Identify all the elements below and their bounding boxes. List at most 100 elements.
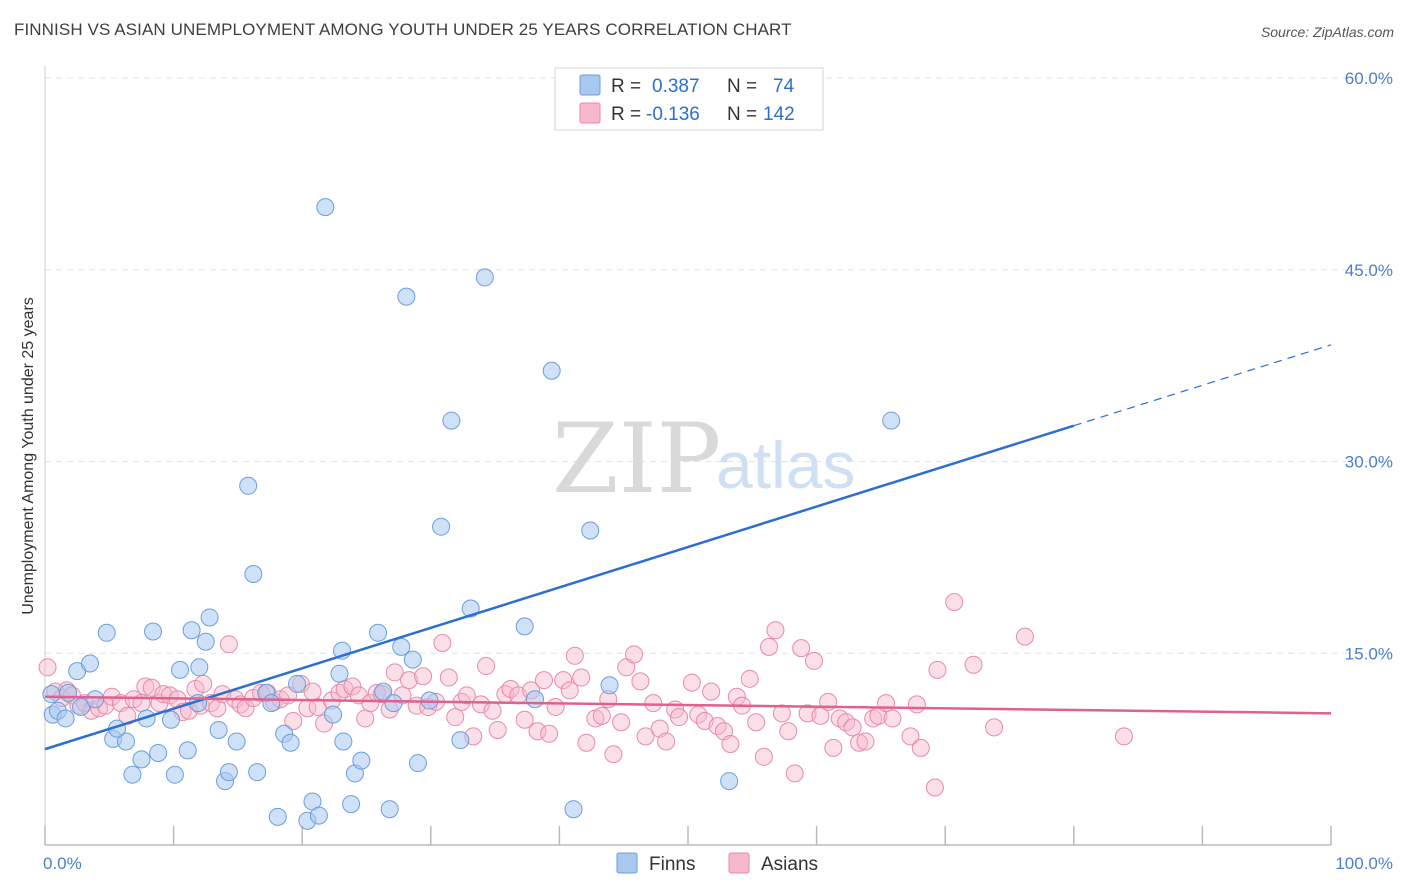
asians-point <box>740 669 759 688</box>
finns-point <box>451 731 470 750</box>
asians-point <box>471 695 490 714</box>
asians-point <box>766 621 785 640</box>
asians-point <box>1114 727 1133 746</box>
asians-point <box>824 738 843 757</box>
asians-point <box>907 695 926 714</box>
finns-point <box>268 807 287 826</box>
asians-point <box>38 658 57 677</box>
stats-legend: R = 0.387 N = 74 R = -0.136 N = 142 <box>554 67 824 131</box>
asians-n-value: 142 <box>763 104 795 125</box>
finns-point <box>324 705 343 724</box>
finns-point <box>227 732 246 751</box>
y-tick-label: 60.0% <box>1345 69 1393 88</box>
finns-trend-extension <box>1073 344 1332 427</box>
finns-point <box>882 411 901 430</box>
asians-point <box>792 639 811 658</box>
asians-trend-line <box>44 695 1332 715</box>
asians-point <box>779 722 798 741</box>
asians-point <box>477 657 496 676</box>
asians-point <box>446 708 465 727</box>
watermark-atlas: atlas <box>716 428 855 502</box>
asians-point <box>488 720 507 739</box>
asians-legend-swatch <box>579 102 601 124</box>
asians-point <box>399 671 418 690</box>
asians-point <box>194 674 213 693</box>
asians-point <box>945 593 964 612</box>
axes-layer <box>44 66 1332 846</box>
finns-point <box>162 710 181 729</box>
finns-point <box>132 750 151 769</box>
finns-point <box>281 733 300 752</box>
finns-point <box>144 622 163 641</box>
finns-point <box>262 694 281 713</box>
finns-point <box>190 658 209 677</box>
x-tick-label: 0.0% <box>43 854 82 873</box>
finns-point <box>123 765 142 784</box>
finns-point <box>380 800 399 819</box>
asians-point <box>577 733 596 752</box>
finns-point <box>149 743 168 762</box>
finns-point <box>475 268 494 287</box>
asians-point <box>560 681 579 700</box>
asians-point <box>964 655 983 674</box>
tick-labels: 15.0% 30.0% 45.0% 60.0% 0.0% 100.0% <box>43 69 1393 873</box>
finns-point <box>72 697 91 716</box>
x-tick-label: 100.0% <box>1335 854 1393 873</box>
finns-point <box>165 765 184 784</box>
finns-point <box>403 650 422 669</box>
finns-trend-line <box>44 424 1075 751</box>
finns-point <box>309 806 328 825</box>
finns-point <box>81 654 100 673</box>
asians-point <box>669 708 688 727</box>
finns-point <box>432 517 451 536</box>
asians-point <box>850 733 869 752</box>
asians-point <box>644 694 663 713</box>
asians-point <box>483 701 502 720</box>
finns-point <box>239 476 258 495</box>
asians-n-label: N = <box>727 104 757 125</box>
finns-point <box>171 660 190 679</box>
asians-point <box>864 709 883 728</box>
asians-point <box>604 745 623 764</box>
asians-points <box>38 593 1133 797</box>
asians-point <box>901 727 920 746</box>
asians-point <box>356 709 375 728</box>
finns-point <box>330 664 349 683</box>
finns-point <box>515 617 534 636</box>
finns-point <box>59 683 78 702</box>
watermark: ZIP atlas <box>552 403 855 515</box>
asians-point <box>911 738 930 757</box>
finns-point <box>56 709 75 728</box>
asians-point <box>572 668 591 687</box>
y-tick-label: 15.0% <box>1345 644 1393 663</box>
finns-point <box>182 621 201 640</box>
y-axis-label: Unemployment Among Youth under 25 years <box>20 297 37 615</box>
finns-point <box>384 694 403 713</box>
finns-point <box>219 763 238 782</box>
finns-point <box>200 608 219 627</box>
finns-point <box>178 741 197 760</box>
asians-point <box>925 778 944 797</box>
finns-point <box>97 623 116 642</box>
asians-point <box>136 677 155 696</box>
asians-point <box>772 704 791 723</box>
finns-point <box>244 564 263 583</box>
asians-point <box>928 660 947 679</box>
asians-point <box>721 735 740 754</box>
asians-point <box>1015 627 1034 646</box>
asians-point <box>439 668 458 687</box>
asians-point <box>754 747 773 766</box>
finns-point <box>209 720 228 739</box>
finns-point <box>248 763 267 782</box>
asians-point <box>554 671 573 690</box>
asians-point <box>414 667 433 686</box>
asians-point <box>457 686 476 705</box>
asians-point <box>877 694 896 713</box>
asians-point <box>592 706 611 725</box>
asians-point <box>624 645 643 664</box>
finns-point <box>316 198 335 217</box>
finns-n-label: N = <box>727 76 757 97</box>
asians-point <box>702 682 721 701</box>
asians-bottom-swatch <box>728 852 750 874</box>
y-tick-label: 30.0% <box>1345 453 1393 472</box>
